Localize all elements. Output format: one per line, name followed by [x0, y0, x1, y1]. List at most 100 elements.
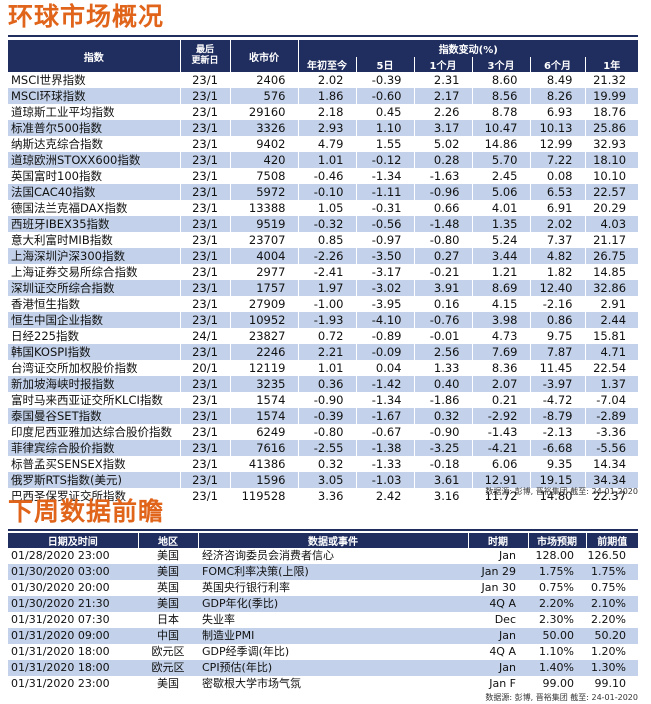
cell-index-name: 新加坡海峡时报指数 — [8, 376, 180, 392]
table-row: 01/30/2020 21:30 美国 GDP年化(季比) 4Q A 2.20% 2.10… — [8, 596, 638, 612]
cell-change-1m: -0.96 — [413, 184, 472, 200]
table-row: 01/31/2020 18:00 欧元区 GDP经季调(年比) 4Q A 1.10% 1.… — [8, 644, 638, 660]
cell-close: 576 — [229, 88, 298, 104]
cell-period: 4Q A — [468, 596, 528, 612]
cell-index-name: MSCI世界指数 — [8, 72, 180, 88]
cell-ytd: 1.97 — [297, 280, 356, 296]
cell-change-5d: 0.45 — [355, 104, 414, 120]
cell-change-1y: 4.71 — [584, 344, 639, 360]
market-overview-table: 指数 最后 更新日 收市价 指数变动(%) 年初至今 5日 1个月 3个月 6个… — [8, 40, 639, 504]
cell-change-6m: 0.86 — [529, 312, 585, 328]
cell-ytd: -0.80 — [297, 424, 356, 440]
table-row: 德国法兰克福DAX指数 23/1 13388 1.05 -0.31 0.66 4.01 6.9… — [8, 200, 639, 216]
cell-event: CPI预估(年比) — [198, 660, 468, 676]
cell-last-update: 20/1 — [179, 360, 230, 376]
table-row: 01/31/2020 09:00 中国 制造业PMI Jan 50.00 50.20 — [8, 628, 638, 644]
cell-datetime: 01/30/2020 21:30 — [8, 596, 138, 612]
cell-index-name: 标普孟买SENSEX指数 — [8, 456, 180, 472]
cell-period: Jan F — [468, 676, 528, 692]
cell-period: Jan — [468, 548, 528, 564]
cell-event: 密歇根大学市场气氛 — [198, 676, 468, 692]
cell-ytd: 0.72 — [297, 328, 356, 344]
cell-last-update: 23/1 — [179, 312, 230, 328]
cell-datetime: 01/30/2020 20:00 — [8, 580, 138, 596]
header-last-update: 最后 更新日 — [179, 40, 230, 72]
table-row: 巴西圣保罗证交所指数 23/1 119528 3.36 2.42 3.16 11.72 14.… — [8, 488, 639, 504]
cell-change-1m: 0.32 — [413, 408, 472, 424]
cell-close: 119528 — [229, 488, 298, 504]
cell-change-5d: -1.34 — [355, 168, 414, 184]
table-row: 纳斯达克综合指数 23/1 9402 4.79 1.55 5.02 14.86 12.99 32… — [8, 136, 639, 152]
table-row: 01/28/2020 23:00 美国 经济咨询委员会消费者信心 Jan 128.00 1… — [8, 548, 638, 564]
cell-close: 9519 — [229, 216, 298, 232]
cell-last-update: 23/1 — [179, 488, 230, 504]
cell-event: 制造业PMI — [198, 628, 468, 644]
cell-ytd: -0.10 — [297, 184, 356, 200]
cell-index-name: 道琼欧洲STOXX600指数 — [8, 152, 180, 168]
table-row: 01/30/2020 03:00 美国 FOMC利率决策(上限) Jan 29 1.75… — [8, 564, 638, 580]
cell-close: 2977 — [229, 264, 298, 280]
cell-change-6m: 6.53 — [529, 184, 585, 200]
cell-change-3m: 1.21 — [471, 264, 530, 280]
header-close: 收市价 — [229, 40, 298, 72]
cell-last-update: 23/1 — [179, 216, 230, 232]
cell-change-5d: -1.34 — [355, 392, 414, 408]
cell-change-1y: 18.10 — [584, 152, 639, 168]
cell-change-6m: 1.82 — [529, 264, 585, 280]
cell-close: 2406 — [229, 72, 298, 88]
cell-change-1y: 4.03 — [584, 216, 639, 232]
cell-change-3m: 12.91 — [471, 472, 530, 488]
cell-change-6m: -4.72 — [529, 392, 585, 408]
table-row: 俄罗斯RTS指数(美元) 23/1 1596 3.05 -1.03 3.61 12.91 19… — [8, 472, 639, 488]
cell-region: 欧元区 — [138, 644, 198, 660]
cell-previous: 1.30% — [586, 660, 638, 676]
cell-last-update: 23/1 — [179, 152, 230, 168]
cell-last-update: 23/1 — [179, 72, 230, 88]
cell-change-1y: -2.89 — [584, 408, 639, 424]
cell-change-1m: -1.48 — [413, 216, 472, 232]
cell-index-name: 深圳证交所综合指数 — [8, 280, 180, 296]
cell-change-6m: 8.49 — [529, 72, 585, 88]
table-row: 01/31/2020 07:30 日本 失业率 Dec 2.30% 2.20% — [8, 612, 638, 628]
cell-period: Jan 29 — [468, 564, 528, 580]
cell-change-5d: 1.55 — [355, 136, 414, 152]
cell-change-6m: 14.80 — [529, 488, 585, 504]
cell-last-update: 23/1 — [179, 376, 230, 392]
cell-change-1m: 0.27 — [413, 248, 472, 264]
cell-change-1y: 18.76 — [584, 104, 639, 120]
cell-change-5d: 1.10 — [355, 120, 414, 136]
cell-close: 10952 — [229, 312, 298, 328]
cell-index-name: 纳斯达克综合指数 — [8, 136, 180, 152]
cell-index-name: 台湾证交所加权股价指数 — [8, 360, 180, 376]
cell-change-1m: 0.28 — [413, 152, 472, 168]
cell-change-3m: 8.78 — [471, 104, 530, 120]
cell-change-5d: -1.67 — [355, 408, 414, 424]
cell-change-1m: 3.17 — [413, 120, 472, 136]
table-row: 法国CAC40指数 23/1 5972 -0.10 -1.11 -0.96 5.06 6.53… — [8, 184, 639, 200]
cell-change-1m: -0.21 — [413, 264, 472, 280]
cell-change-6m: 8.26 — [529, 88, 585, 104]
cell-change-3m: 3.98 — [471, 312, 530, 328]
table-row: 菲律宾综合股价指数 23/1 7616 -2.55 -1.38 -3.25 -4.21 -6.… — [8, 440, 639, 456]
cell-close: 9402 — [229, 136, 298, 152]
cell-last-update: 23/1 — [179, 120, 230, 136]
cell-forecast: 1.40% — [528, 660, 586, 676]
cell-ytd: 1.05 — [297, 200, 356, 216]
cell-change-3m: 1.35 — [471, 216, 530, 232]
cell-region: 美国 — [138, 676, 198, 692]
cell-change-1y: 14.34 — [584, 456, 639, 472]
cell-change-1y: 2.44 — [584, 312, 639, 328]
cell-ytd: 2.02 — [297, 72, 356, 88]
cell-last-update: 23/1 — [179, 264, 230, 280]
cell-forecast: 0.75% — [528, 580, 586, 596]
cell-change-6m: 10.13 — [529, 120, 585, 136]
cell-region: 美国 — [138, 548, 198, 564]
cell-change-3m: 2.07 — [471, 376, 530, 392]
cell-event: GDP年化(季比) — [198, 596, 468, 612]
cell-previous: 126.50 — [586, 548, 638, 564]
cell-close: 13388 — [229, 200, 298, 216]
cell-previous: 0.75% — [586, 580, 638, 596]
cell-change-1m: 2.17 — [413, 88, 472, 104]
cell-last-update: 23/1 — [179, 200, 230, 216]
cell-region: 美国 — [138, 564, 198, 580]
